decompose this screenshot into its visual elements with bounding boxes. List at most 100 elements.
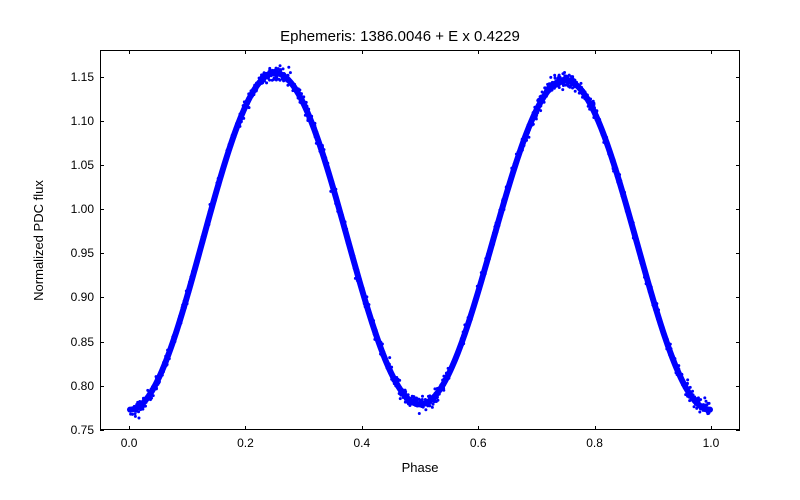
data-point (390, 366, 393, 369)
data-point (450, 368, 453, 371)
data-point (567, 83, 570, 86)
data-point (197, 253, 200, 256)
data-point (607, 152, 610, 155)
data-point (351, 258, 354, 261)
data-point (222, 167, 225, 170)
data-point (276, 68, 279, 71)
data-point (327, 169, 330, 172)
data-point (155, 382, 158, 385)
x-tick-mark (362, 426, 363, 430)
data-point (354, 269, 357, 272)
data-point (585, 96, 588, 99)
data-point (558, 86, 561, 89)
data-point (699, 407, 702, 410)
data-point (238, 125, 241, 128)
data-point (645, 282, 648, 285)
data-point (257, 81, 260, 84)
data-point (436, 399, 439, 402)
data-point (272, 71, 275, 74)
data-point (641, 264, 644, 267)
data-point (611, 154, 614, 157)
data-point (630, 217, 633, 220)
x-tick-label: 0.2 (237, 436, 254, 450)
data-point (424, 408, 427, 411)
data-point (471, 308, 474, 311)
data-point (220, 173, 223, 176)
data-point (314, 133, 317, 136)
data-point (571, 79, 574, 82)
data-point (689, 386, 692, 389)
data-point (166, 349, 169, 352)
data-point (693, 405, 696, 408)
data-point (554, 77, 557, 80)
data-point (429, 398, 432, 401)
data-point (372, 319, 375, 322)
data-point (574, 90, 577, 93)
data-point (456, 355, 459, 358)
data-point (165, 363, 168, 366)
data-point (354, 277, 357, 280)
data-point (152, 394, 155, 397)
data-point (448, 374, 451, 377)
data-point (234, 131, 237, 134)
data-point (652, 295, 655, 298)
data-point (504, 195, 507, 198)
data-point (484, 257, 487, 260)
data-point (536, 99, 539, 102)
data-point (365, 295, 368, 298)
data-point (510, 177, 513, 180)
data-point (515, 160, 518, 163)
data-point (656, 318, 659, 321)
data-point (157, 376, 160, 379)
data-point (387, 362, 390, 365)
data-point (349, 244, 352, 247)
data-point (691, 390, 694, 393)
data-point (189, 276, 192, 279)
data-point (616, 176, 619, 179)
data-point (246, 99, 249, 102)
data-point (243, 100, 246, 103)
data-point (249, 96, 252, 99)
data-point (362, 294, 365, 297)
data-point (513, 163, 516, 166)
data-point (477, 291, 480, 294)
y-tick-mark (736, 297, 740, 298)
data-point (336, 202, 339, 205)
data-point (389, 369, 392, 372)
figure-container: Ephemeris: 1386.0046 + E x 0.4229 Normal… (0, 0, 800, 500)
chart-title: Ephemeris: 1386.0046 + E x 0.4229 (0, 28, 800, 45)
y-tick-label: 0.80 (44, 379, 94, 393)
data-point (580, 82, 583, 85)
data-point (351, 252, 354, 255)
data-point (685, 393, 688, 396)
data-point (226, 153, 229, 156)
data-point (283, 72, 286, 75)
data-point (669, 343, 672, 346)
data-point (286, 84, 289, 87)
data-point (442, 387, 445, 390)
data-point (632, 221, 635, 224)
data-point (346, 238, 349, 241)
data-point (660, 329, 663, 332)
data-point (367, 303, 370, 306)
data-point (222, 164, 225, 167)
data-point (231, 141, 234, 144)
data-point (698, 399, 701, 402)
data-point (636, 238, 639, 241)
data-point (168, 346, 171, 349)
data-point (431, 406, 434, 409)
data-point (436, 393, 439, 396)
data-point (360, 289, 363, 292)
data-point (274, 73, 277, 76)
data-point (306, 110, 309, 113)
data-point (480, 271, 483, 274)
data-point (190, 279, 193, 282)
x-tick-mark (362, 50, 363, 54)
data-point (149, 398, 152, 401)
data-point (578, 88, 581, 91)
data-point (137, 416, 140, 419)
data-point (365, 307, 368, 310)
data-point (199, 244, 202, 247)
data-point (601, 133, 604, 136)
data-point (218, 184, 221, 187)
